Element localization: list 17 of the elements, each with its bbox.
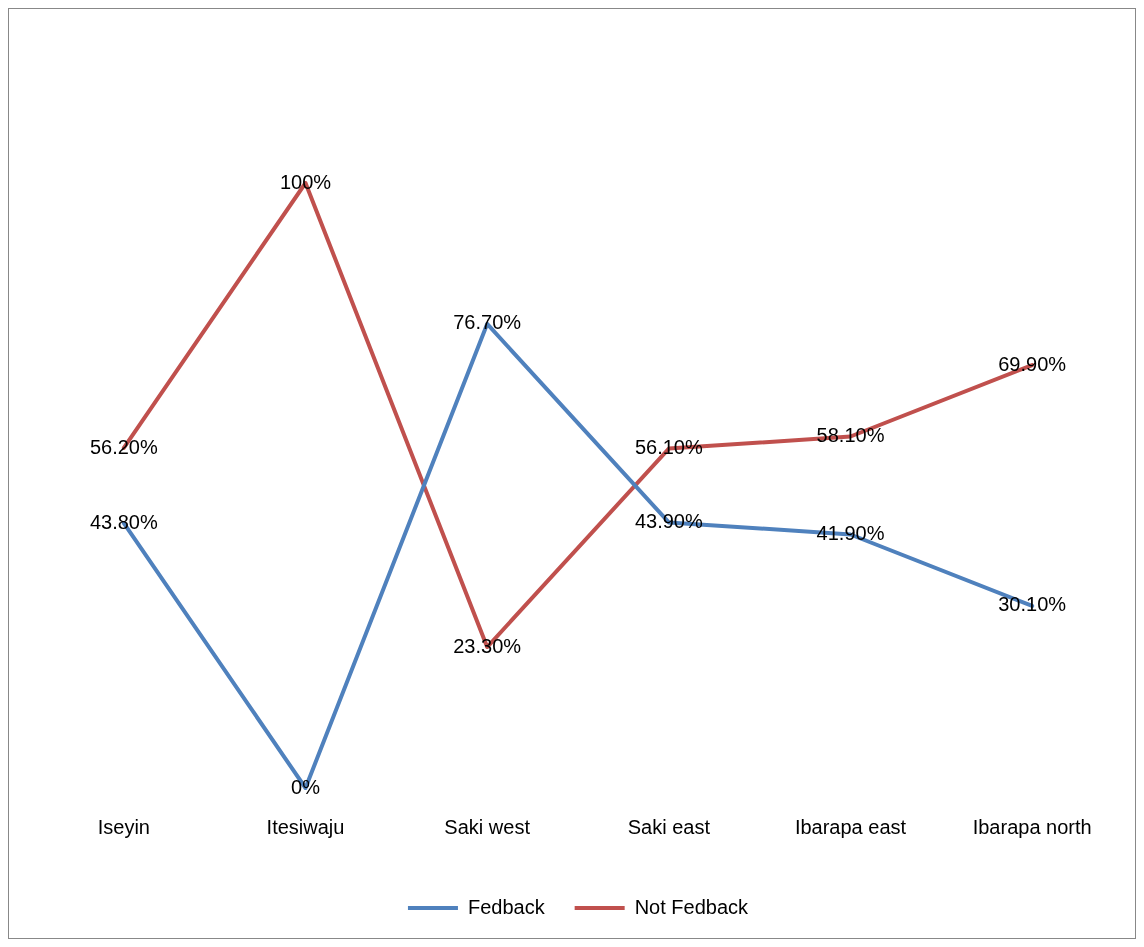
data-label: 69.90% — [998, 352, 1067, 375]
x-tick-label: Saki west — [444, 815, 531, 838]
x-tick-label: Itesiwaju — [266, 815, 345, 838]
x-tick-label: Iseyin — [97, 815, 150, 838]
x-tick-label: Ibarapa north — [972, 815, 1092, 838]
legend-label: Not Fedback — [634, 895, 750, 918]
data-label: 43.80% — [89, 510, 158, 533]
data-label: 100% — [279, 170, 332, 193]
data-label: 56.20% — [89, 435, 158, 458]
data-label: 56.10% — [634, 436, 703, 459]
data-label: 30.10% — [998, 593, 1067, 616]
legend-label: Fedback — [467, 895, 546, 918]
x-tick-label: Saki east — [627, 815, 711, 838]
data-label: 23.30% — [453, 634, 522, 657]
x-tick-label: Ibarapa east — [794, 815, 907, 838]
data-label: 76.70% — [453, 311, 522, 334]
data-label: 0% — [291, 775, 321, 798]
